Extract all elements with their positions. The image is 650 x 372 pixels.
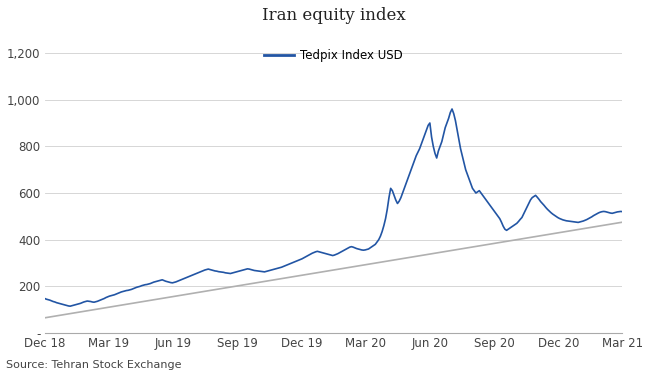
Text: Source: Tehran Stock Exchange: Source: Tehran Stock Exchange bbox=[6, 360, 182, 370]
Title: Iran equity index: Iran equity index bbox=[262, 7, 406, 24]
Legend: Tedpix Index USD: Tedpix Index USD bbox=[260, 45, 408, 67]
